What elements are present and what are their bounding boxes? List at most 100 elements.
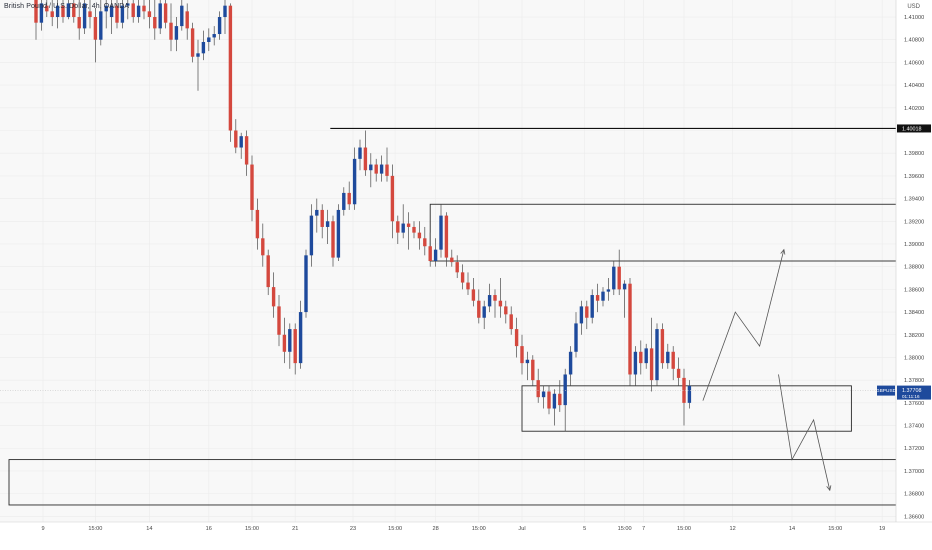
candle-bearish bbox=[520, 346, 524, 364]
time-tick-label: 21 bbox=[292, 526, 298, 532]
level-price-tag-text: 1.40018 bbox=[902, 126, 922, 132]
candle-bullish bbox=[358, 147, 362, 159]
candle-bearish bbox=[417, 232, 422, 239]
candle-bearish bbox=[595, 295, 600, 301]
projection-paths bbox=[702, 248, 832, 492]
symbol-tag-text: GBPUSD bbox=[876, 388, 897, 394]
price-tick-label: 1.38200 bbox=[904, 333, 924, 339]
candle-bullish bbox=[342, 192, 346, 210]
candle-bearish bbox=[72, 3, 76, 18]
candle-bearish bbox=[115, 5, 119, 23]
candle-bullish bbox=[288, 329, 292, 352]
projection-path bbox=[778, 374, 831, 491]
zone-boxes bbox=[8, 203, 932, 506]
time-tick-label: Jul bbox=[518, 526, 525, 532]
price-tick-label: 1.39600 bbox=[904, 174, 924, 180]
candle-bullish bbox=[563, 374, 567, 406]
candle-bullish bbox=[180, 5, 184, 27]
level-price-tag bbox=[897, 124, 931, 133]
candle-bearish bbox=[455, 262, 459, 273]
candle-bearish bbox=[228, 5, 233, 131]
price-tick-label: 1.37200 bbox=[904, 446, 924, 452]
candle-bearish bbox=[363, 147, 368, 171]
time-tick-label: 15:00 bbox=[388, 526, 402, 532]
candle-bearish bbox=[406, 223, 411, 227]
candle-bearish bbox=[61, 5, 65, 18]
candle-bearish bbox=[282, 334, 287, 352]
candle-bullish bbox=[379, 164, 384, 174]
candle-bearish bbox=[255, 209, 260, 239]
time-tick-label: 15:00 bbox=[472, 526, 486, 532]
candle-bearish bbox=[660, 329, 665, 364]
candle-bearish bbox=[385, 164, 389, 176]
candle-bullish bbox=[201, 41, 206, 54]
candle-bullish bbox=[352, 158, 357, 205]
candle-bearish bbox=[628, 283, 632, 375]
candle-bullish bbox=[298, 312, 303, 364]
candle-bullish bbox=[55, 5, 60, 18]
candle-bearish bbox=[320, 209, 324, 227]
projection-arrowhead bbox=[826, 485, 832, 492]
time-tick-label: 9 bbox=[41, 526, 44, 532]
candle-bullish bbox=[439, 215, 443, 250]
candle-bearish bbox=[428, 246, 432, 261]
candle-bullish bbox=[223, 5, 227, 18]
candle-bullish bbox=[369, 164, 373, 171]
price-tick-label: 1.39000 bbox=[904, 242, 924, 248]
price-tick-label: 1.36800 bbox=[904, 492, 924, 498]
projection-arrowhead bbox=[780, 248, 786, 255]
candle-bullish bbox=[82, 3, 87, 29]
candle-bullish bbox=[239, 136, 243, 148]
candle-bullish bbox=[120, 5, 125, 23]
candle-bullish bbox=[196, 53, 200, 57]
current-price-tag-text: 1.37708 bbox=[902, 388, 922, 394]
candle-bullish bbox=[666, 351, 670, 364]
candle-bearish bbox=[617, 266, 621, 290]
candles bbox=[34, 0, 692, 432]
candle-bullish bbox=[66, 3, 71, 18]
candle-bearish bbox=[250, 164, 254, 210]
price-tick-label: 1.40800 bbox=[904, 38, 924, 44]
candle-bearish bbox=[153, 17, 157, 29]
candle-bullish bbox=[174, 26, 179, 40]
candle-bearish bbox=[77, 17, 81, 29]
candle-bearish bbox=[277, 306, 281, 335]
time-tick-label: 15:00 bbox=[828, 526, 842, 532]
current-price-tag bbox=[897, 385, 931, 400]
time-tick-label: 15:00 bbox=[88, 526, 102, 532]
level-lines bbox=[0, 127, 896, 391]
candle-bullish bbox=[687, 385, 692, 403]
candle-bullish bbox=[304, 255, 308, 313]
candle-bearish bbox=[147, 11, 152, 18]
candle-bullish bbox=[126, 3, 130, 6]
time-tick-label: 14 bbox=[789, 526, 795, 532]
price-tick-label: 1.40400 bbox=[904, 83, 924, 89]
candle-bullish bbox=[606, 289, 611, 292]
price-tick-label: 1.38600 bbox=[904, 287, 924, 293]
candle-bearish bbox=[185, 11, 189, 29]
time-tick-label: 15:00 bbox=[245, 526, 259, 532]
candle-bullish bbox=[401, 223, 405, 233]
candle-bullish bbox=[579, 306, 584, 324]
candle-bullish bbox=[309, 215, 314, 256]
candle-bearish bbox=[471, 289, 476, 301]
candle-bearish bbox=[266, 255, 270, 288]
candle-bullish bbox=[568, 351, 573, 375]
candle-bearish bbox=[142, 5, 146, 12]
candle-bearish bbox=[244, 136, 249, 165]
time-axis-background bbox=[0, 522, 932, 550]
time-tick-label: 16 bbox=[206, 526, 212, 532]
candle-bullish bbox=[552, 393, 557, 409]
price-tick-label: 1.37800 bbox=[904, 378, 924, 384]
price-axis-background bbox=[896, 0, 932, 550]
time-tick-label: 15:00 bbox=[618, 526, 632, 532]
countdown-text: 01:11:16 bbox=[902, 394, 920, 399]
candle-bearish bbox=[671, 351, 675, 369]
candle-bullish bbox=[104, 5, 108, 12]
candle-bearish bbox=[509, 314, 513, 330]
candle-bearish bbox=[531, 359, 535, 381]
candle-bullish bbox=[109, 5, 114, 18]
candle-bullish bbox=[601, 291, 605, 301]
